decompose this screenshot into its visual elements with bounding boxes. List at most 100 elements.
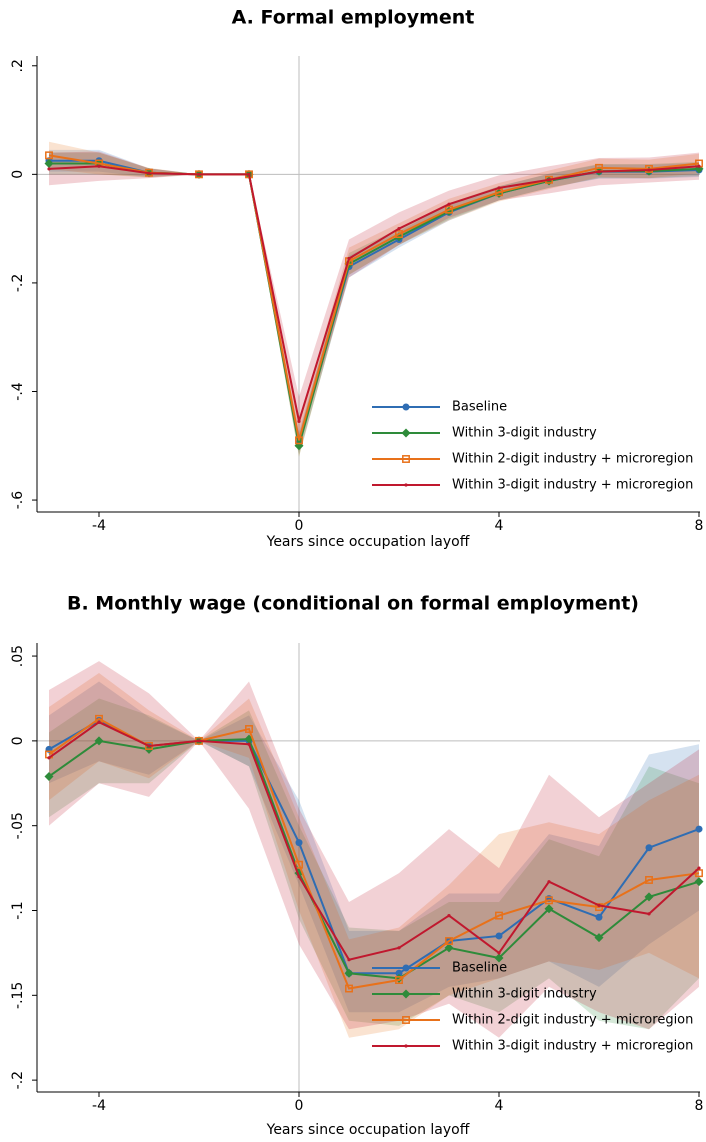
marker xyxy=(247,172,251,176)
x-tick-label: 0 xyxy=(295,1098,304,1114)
series-line xyxy=(48,721,700,961)
marker xyxy=(495,911,503,920)
y-tick-label: -.4 xyxy=(10,382,26,401)
chart-title: A. Formal employment xyxy=(232,7,475,29)
marker xyxy=(594,933,604,943)
x-tick-label: 8 xyxy=(695,518,704,534)
y-tick-label: -.2 xyxy=(10,274,26,292)
marker xyxy=(94,736,104,746)
marker xyxy=(497,186,501,190)
x-tick-label: 8 xyxy=(695,1098,704,1114)
y-tick-label: 0 xyxy=(10,736,26,745)
marker xyxy=(97,720,101,724)
marker xyxy=(444,943,454,953)
legend-label: Within 2-digit industry + microregion xyxy=(452,1013,693,1028)
marker xyxy=(397,227,401,231)
x-axis-label: Years since occupation layoff xyxy=(266,534,470,550)
marker xyxy=(197,739,201,743)
series-line xyxy=(49,159,700,444)
legend-label: Baseline xyxy=(452,400,507,415)
legend-label: Within 3-digit industry xyxy=(452,987,597,1002)
marker xyxy=(297,874,301,879)
marker xyxy=(347,958,351,962)
marker xyxy=(697,866,701,870)
y-tick-label: .05 xyxy=(10,645,26,667)
marker xyxy=(402,1016,410,1024)
marker xyxy=(47,167,51,171)
confidence-band xyxy=(49,152,699,457)
marker xyxy=(544,904,554,914)
marker xyxy=(404,1044,408,1048)
confidence-band xyxy=(49,149,699,454)
marker xyxy=(597,170,601,174)
marker xyxy=(147,171,151,175)
marker xyxy=(44,771,54,781)
marker xyxy=(47,756,51,760)
y-tick-label: .2 xyxy=(10,59,26,72)
x-tick-label: 4 xyxy=(495,1098,504,1114)
x-tick-label: 0 xyxy=(295,518,304,534)
x-tick-label: -4 xyxy=(92,1098,106,1114)
marker xyxy=(401,428,411,438)
series-line xyxy=(48,738,700,980)
marker xyxy=(397,946,401,950)
legend-label: Within 3-digit industry + microregion xyxy=(452,478,693,493)
marker xyxy=(447,913,451,918)
marker xyxy=(395,969,403,977)
marker xyxy=(694,877,704,887)
marker xyxy=(295,436,303,445)
marker xyxy=(445,937,453,945)
marker xyxy=(695,825,703,833)
y-tick-label: -.6 xyxy=(10,491,26,510)
marker xyxy=(147,744,151,748)
y-tick-label: -.15 xyxy=(10,982,26,1009)
marker xyxy=(547,178,551,182)
marker xyxy=(197,172,201,176)
marker xyxy=(247,742,251,746)
x-tick-label: 4 xyxy=(495,518,504,534)
legend-label: Baseline xyxy=(452,961,507,976)
legend-label: Within 3-digit industry xyxy=(452,426,597,441)
marker xyxy=(347,256,351,261)
y-tick-label: -.2 xyxy=(10,1071,26,1089)
marker xyxy=(45,151,53,160)
confidence-band xyxy=(49,681,699,1013)
marker xyxy=(494,953,504,963)
y-tick-label: -.05 xyxy=(10,812,26,839)
series-line xyxy=(48,154,700,441)
y-tick-label: 0 xyxy=(10,170,26,179)
marker xyxy=(395,976,403,984)
marker xyxy=(245,725,253,733)
confidence-band xyxy=(49,151,699,446)
chart-title: B. Monthly wage (conditional on formal e… xyxy=(67,593,639,615)
marker xyxy=(647,912,651,916)
marker xyxy=(447,202,451,206)
x-tick-label: -4 xyxy=(92,518,106,534)
confidence-band xyxy=(49,698,699,1030)
marker xyxy=(597,903,601,908)
confidence-band xyxy=(49,673,699,1038)
marker xyxy=(645,844,653,852)
marker xyxy=(445,205,453,214)
legend-label: Within 2-digit industry + microregion xyxy=(452,452,693,467)
marker xyxy=(595,913,603,921)
marker xyxy=(401,989,411,999)
marker xyxy=(547,880,551,884)
confidence-band xyxy=(49,661,699,1038)
marker xyxy=(695,869,703,878)
marker xyxy=(647,168,651,172)
marker xyxy=(497,951,501,955)
marker xyxy=(402,964,410,972)
x-axis-label: Years since occupation layoff xyxy=(266,1122,470,1138)
marker xyxy=(697,164,701,168)
marker xyxy=(644,892,654,902)
marker xyxy=(295,860,303,869)
legend-label: Within 3-digit industry + microregion xyxy=(452,1039,693,1054)
marker xyxy=(295,839,303,847)
marker xyxy=(495,932,503,940)
series-line xyxy=(49,162,700,447)
marker xyxy=(404,483,408,487)
marker xyxy=(345,984,353,993)
